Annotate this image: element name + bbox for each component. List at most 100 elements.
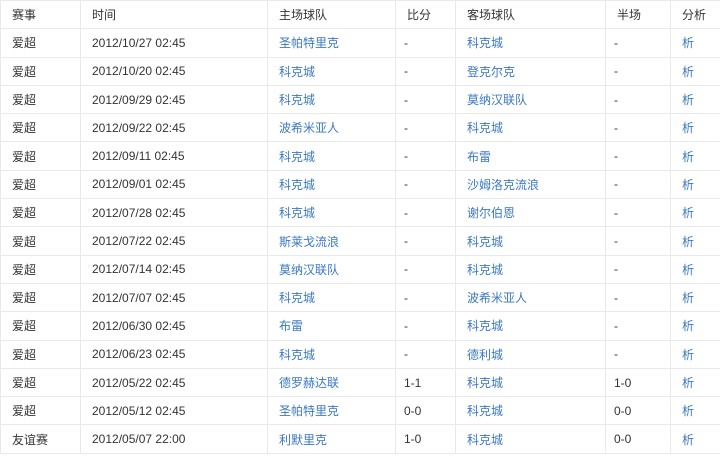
analysis-link[interactable]: 析: [682, 347, 695, 362]
score-value: -: [404, 290, 408, 305]
analysis-cell: 析: [670, 424, 720, 454]
analysis-cell: 析: [670, 282, 720, 313]
away-team-cell: 登克尔克: [455, 56, 606, 86]
away-team-link[interactable]: 科克城: [467, 262, 504, 277]
home-team-cell: 波希米亚人: [267, 113, 396, 143]
table-row: 爱超 2012/07/07 02:45 科克城 - 波希米亚人 - 析: [0, 282, 720, 313]
analysis-link[interactable]: 析: [682, 404, 695, 419]
score-value: -: [404, 177, 408, 192]
league-cell: 爱超: [0, 282, 81, 313]
match-time-cell: 2012/09/01 02:45: [80, 169, 268, 200]
away-team-link[interactable]: 德利城: [467, 347, 504, 362]
away-team-link[interactable]: 波希米亚人: [467, 291, 528, 306]
table-row: 爱超 2012/06/30 02:45 布雷 - 科克城 - 析: [0, 311, 720, 341]
column-header-time: 时间: [80, 0, 268, 30]
analysis-cell: 析: [670, 56, 720, 86]
half-time-cell: -: [605, 113, 671, 143]
home-team-link[interactable]: 布雷: [279, 319, 304, 334]
away-team-link[interactable]: 科克城: [467, 234, 504, 249]
away-team-link[interactable]: 登克尔克: [467, 64, 516, 79]
away-team-cell: 谢尔伯恩: [455, 198, 606, 228]
home-team-link[interactable]: 圣帕特里克: [279, 404, 340, 419]
analysis-link[interactable]: 析: [682, 149, 695, 164]
analysis-link[interactable]: 析: [682, 376, 695, 390]
away-team-link[interactable]: 科克城: [467, 404, 504, 419]
table-row: 爱超 2012/07/22 02:45 斯莱戈流浪 - 科克城 - 析: [0, 226, 720, 256]
analysis-link[interactable]: 析: [682, 432, 695, 447]
analysis-link[interactable]: 析: [682, 262, 695, 277]
league-label: 爱超: [12, 93, 37, 108]
half-time-cell: -: [605, 254, 671, 284]
home-team-link[interactable]: 利默里克: [279, 432, 328, 447]
match-time-cell: 2012/07/22 02:45: [80, 226, 268, 256]
home-team-cell: 科克城: [267, 169, 396, 200]
half-time-value: -: [614, 177, 618, 192]
score-value: -: [404, 234, 408, 249]
away-team-link[interactable]: 谢尔伯恩: [467, 206, 516, 221]
home-team-link[interactable]: 科克城: [279, 206, 316, 221]
home-team-link[interactable]: 科克城: [279, 291, 316, 306]
home-team-link[interactable]: 科克城: [279, 93, 316, 108]
league-cell: 爱超: [0, 198, 81, 228]
score-value: -: [404, 64, 408, 79]
analysis-link[interactable]: 析: [682, 177, 695, 192]
home-team-cell: 圣帕特里克: [267, 396, 396, 426]
score-cell: 1-0: [395, 424, 456, 454]
away-team-link[interactable]: 科克城: [467, 36, 504, 51]
table-row: 爱超 2012/09/01 02:45 科克城 - 沙姆洛克流浪 - 析: [0, 169, 720, 200]
score-cell: -: [395, 56, 456, 86]
table-row: 友谊赛 2012/05/07 22:00 利默里克 1-0 科克城 0-0 析: [0, 424, 720, 454]
home-team-link[interactable]: 莫纳汉联队: [279, 262, 340, 277]
away-team-cell: 沙姆洛克流浪: [455, 169, 606, 200]
table-row: 爱超 2012/06/23 02:45 科克城 - 德利城 - 析: [0, 339, 720, 369]
match-time-cell: 2012/10/27 02:45: [80, 28, 268, 58]
analysis-link[interactable]: 析: [682, 319, 695, 334]
match-time-cell: 2012/05/12 02:45: [80, 396, 268, 426]
half-time-cell: 1-0: [605, 367, 671, 398]
away-team-link[interactable]: 沙姆洛克流浪: [467, 177, 540, 192]
analysis-cell: 析: [670, 28, 720, 58]
analysis-link[interactable]: 析: [682, 64, 695, 79]
league-label: 爱超: [12, 404, 37, 419]
league-cell: 爱超: [0, 226, 81, 256]
column-header-half: 半场: [605, 0, 671, 30]
analysis-link[interactable]: 析: [682, 36, 695, 51]
away-team-link[interactable]: 布雷: [467, 149, 492, 164]
analysis-link[interactable]: 析: [682, 121, 695, 136]
league-label: 爱超: [12, 206, 37, 221]
away-team-link[interactable]: 科克城: [467, 376, 504, 390]
half-time-value: 0-0: [614, 432, 632, 447]
home-team-link[interactable]: 科克城: [279, 64, 316, 79]
home-team-link[interactable]: 波希米亚人: [279, 121, 340, 136]
half-time-value: -: [614, 120, 618, 135]
half-time-cell: -: [605, 28, 671, 58]
home-team-link[interactable]: 斯莱戈流浪: [279, 234, 340, 249]
away-team-link[interactable]: 科克城: [467, 121, 504, 136]
table-row: 爱超 2012/07/28 02:45 科克城 - 谢尔伯恩 - 析: [0, 198, 720, 228]
analysis-link[interactable]: 析: [682, 234, 695, 249]
analysis-link[interactable]: 析: [682, 206, 695, 221]
away-team-link[interactable]: 科克城: [467, 319, 504, 334]
home-team-link[interactable]: 圣帕特里克: [279, 36, 340, 51]
home-team-link[interactable]: 科克城: [279, 149, 316, 164]
home-team-cell: 科克城: [267, 339, 396, 369]
half-time-cell: -: [605, 169, 671, 200]
score-cell: -: [395, 84, 456, 115]
league-label: 爱超: [12, 291, 37, 306]
half-time-cell: -: [605, 282, 671, 313]
half-time-cell: -: [605, 141, 671, 171]
away-team-cell: 科克城: [455, 424, 606, 454]
analysis-cell: 析: [670, 84, 720, 115]
away-team-link[interactable]: 科克城: [467, 432, 504, 447]
away-team-link[interactable]: 莫纳汉联队: [467, 93, 528, 108]
analysis-link[interactable]: 析: [682, 93, 695, 108]
half-time-cell: -: [605, 56, 671, 86]
analysis-link[interactable]: 析: [682, 291, 695, 306]
column-header-league: 赛事: [0, 0, 81, 30]
home-team-link[interactable]: 科克城: [279, 177, 316, 192]
match-time: 2012/06/23 02:45: [92, 347, 186, 362]
home-team-link[interactable]: 科克城: [279, 347, 316, 362]
league-label: 爱超: [12, 262, 37, 277]
match-time: 2012/07/28 02:45: [92, 205, 186, 220]
home-team-link[interactable]: 德罗赫达联: [279, 376, 340, 390]
